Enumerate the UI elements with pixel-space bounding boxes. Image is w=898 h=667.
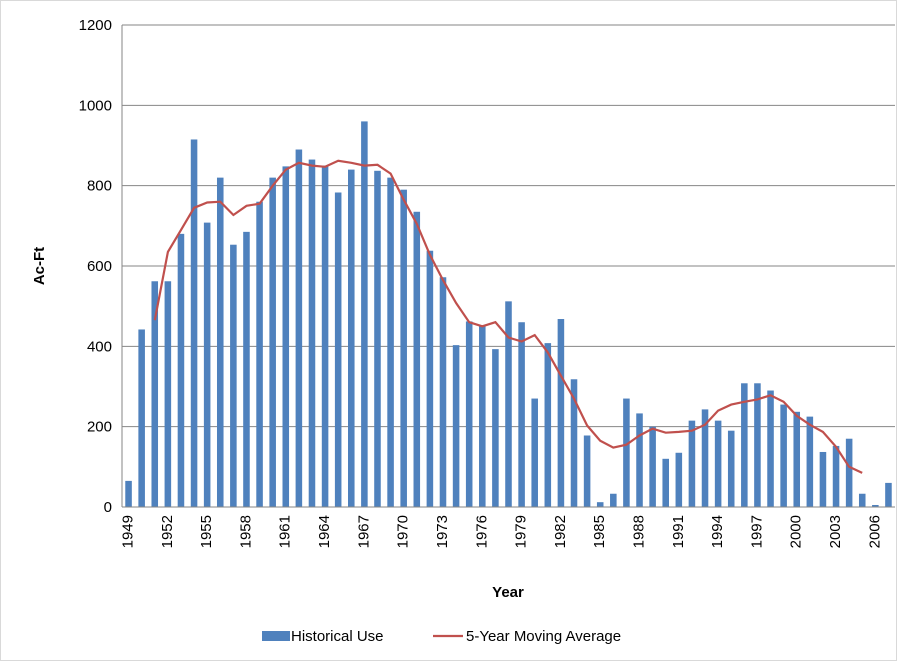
bar — [308, 159, 316, 507]
x-tick-label: 1991 — [670, 515, 687, 548]
bar — [662, 458, 669, 507]
x-tick-label: 1958 — [237, 515, 254, 548]
bar — [374, 170, 381, 507]
bar — [806, 416, 814, 507]
bar — [465, 321, 473, 507]
bar — [348, 169, 355, 507]
x-tick-label: 1976 — [473, 515, 490, 548]
x-tick-label: 1997 — [748, 515, 765, 548]
x-tick-label: 1994 — [709, 515, 726, 548]
bar — [858, 493, 866, 507]
bar — [793, 411, 801, 507]
legend-swatch — [262, 631, 290, 641]
bar — [518, 322, 525, 507]
bar — [387, 177, 394, 507]
x-tick-label: 1952 — [159, 515, 176, 548]
bar — [216, 177, 224, 507]
x-tick-label: 1985 — [591, 515, 608, 548]
legend-label: Historical Use — [291, 628, 384, 645]
bar — [727, 430, 735, 507]
x-tick-label: 1949 — [120, 515, 137, 548]
y-tick-label: 1000 — [79, 97, 112, 114]
bar — [230, 244, 237, 507]
x-tick-label: 1955 — [198, 515, 215, 548]
y-tick-label: 1200 — [79, 17, 112, 34]
bar — [754, 383, 761, 507]
bar — [780, 404, 787, 507]
bar — [544, 343, 552, 507]
bar — [361, 121, 368, 508]
y-tick-label: 0 — [104, 499, 112, 516]
bar — [741, 383, 748, 507]
bar — [505, 301, 512, 507]
bar — [269, 177, 276, 507]
y-axis-title: Ac-Ft — [31, 247, 48, 285]
bar — [190, 139, 198, 507]
bar — [649, 426, 656, 507]
x-tick-label: 1964 — [316, 515, 333, 548]
bar — [885, 482, 892, 507]
bar — [688, 420, 696, 507]
x-axis-title: Year — [492, 584, 524, 601]
bar — [596, 502, 604, 507]
bar — [243, 231, 250, 507]
y-tick-label: 200 — [87, 419, 112, 436]
bar — [636, 413, 643, 507]
bar — [426, 250, 434, 507]
legend-label: 5-Year Moving Average — [466, 628, 621, 645]
bar — [400, 189, 407, 507]
bar — [714, 420, 722, 507]
bar — [295, 149, 303, 507]
bar — [439, 277, 447, 507]
bar — [177, 233, 185, 507]
bar — [321, 165, 329, 508]
bar — [623, 398, 630, 507]
bar — [832, 445, 840, 507]
bar — [479, 325, 486, 507]
x-tick-label: 1982 — [552, 515, 569, 548]
x-tick-label: 1967 — [355, 515, 372, 548]
x-tick-label: 2003 — [827, 515, 844, 548]
x-tick-label: 2006 — [866, 515, 883, 548]
x-tick-label: 1979 — [513, 515, 530, 548]
bar — [413, 211, 421, 507]
bar — [164, 281, 172, 507]
line — [153, 159, 863, 474]
bar — [151, 281, 159, 507]
x-tick-label: 1973 — [434, 515, 451, 548]
bar — [583, 435, 591, 507]
bar — [570, 379, 578, 507]
bar — [845, 438, 853, 507]
bar — [125, 480, 132, 507]
bar — [203, 222, 211, 507]
bar — [282, 166, 290, 508]
x-tick-label: 1988 — [630, 515, 647, 548]
y-tick-label: 400 — [87, 338, 112, 355]
bar — [701, 409, 709, 507]
bar — [452, 345, 460, 507]
bar — [531, 398, 538, 507]
x-tick-label: 2000 — [788, 515, 805, 548]
bar — [138, 329, 145, 507]
bar — [872, 504, 879, 507]
y-tick-label: 600 — [87, 258, 112, 275]
x-tick-label: 1970 — [395, 515, 412, 548]
bar — [334, 192, 342, 507]
bar — [819, 451, 827, 507]
bar — [610, 493, 617, 507]
bar — [557, 319, 565, 507]
x-tick-label: 1961 — [277, 515, 294, 548]
y-tick-label: 800 — [87, 178, 112, 195]
bar — [767, 390, 774, 507]
bar — [256, 201, 263, 507]
bar — [675, 452, 683, 507]
bar — [492, 349, 499, 507]
